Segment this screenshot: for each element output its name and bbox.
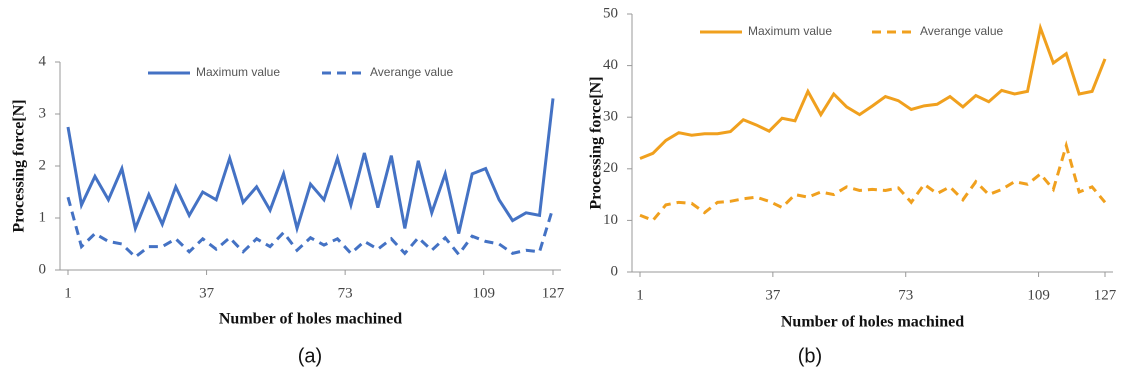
y-tick-label: 20 [603, 160, 618, 176]
legend-label: Maximum value [748, 24, 832, 38]
x-tick-label: 73 [898, 287, 913, 303]
y-tick-label: 2 [39, 157, 47, 173]
x-tick-label: 109 [1027, 287, 1050, 303]
y-tick-label: 50 [603, 5, 618, 21]
legend-label: Averange value [370, 65, 454, 79]
series-line [66, 98, 555, 235]
x-tick-label: 37 [199, 285, 215, 301]
x-tick-label: 1 [64, 285, 72, 301]
y-tick-label: 3 [39, 105, 47, 121]
y-tick-label: 0 [39, 261, 47, 277]
y-axis-label: Processing force[N] [588, 76, 605, 209]
x-tick-label: 73 [338, 285, 353, 301]
y-tick-label: 1 [39, 209, 47, 225]
x-tick-label: 127 [542, 285, 565, 301]
series-line [639, 140, 1107, 223]
legend-label: Maximum value [196, 65, 280, 79]
y-tick-label: 10 [603, 212, 618, 228]
x-tick-label: 37 [765, 287, 781, 303]
x-tick-label: 1 [636, 287, 644, 303]
series-line [639, 22, 1107, 160]
x-axis-label: Number of holes machined [219, 311, 402, 328]
x-tick-label: 127 [1094, 287, 1117, 303]
caption: (a) [298, 345, 322, 367]
legend-label: Averange value [920, 24, 1004, 38]
y-tick-label: 4 [39, 53, 47, 69]
x-tick-label: 109 [472, 285, 495, 301]
y-tick-label: 30 [603, 109, 618, 125]
y-axis-label: Processing force[N] [11, 99, 28, 232]
x-axis-label: Number of holes machined [781, 314, 964, 331]
caption: (b) [798, 345, 822, 367]
series-line [66, 196, 555, 259]
y-tick-label: 0 [611, 263, 619, 279]
y-tick-label: 40 [603, 57, 618, 73]
